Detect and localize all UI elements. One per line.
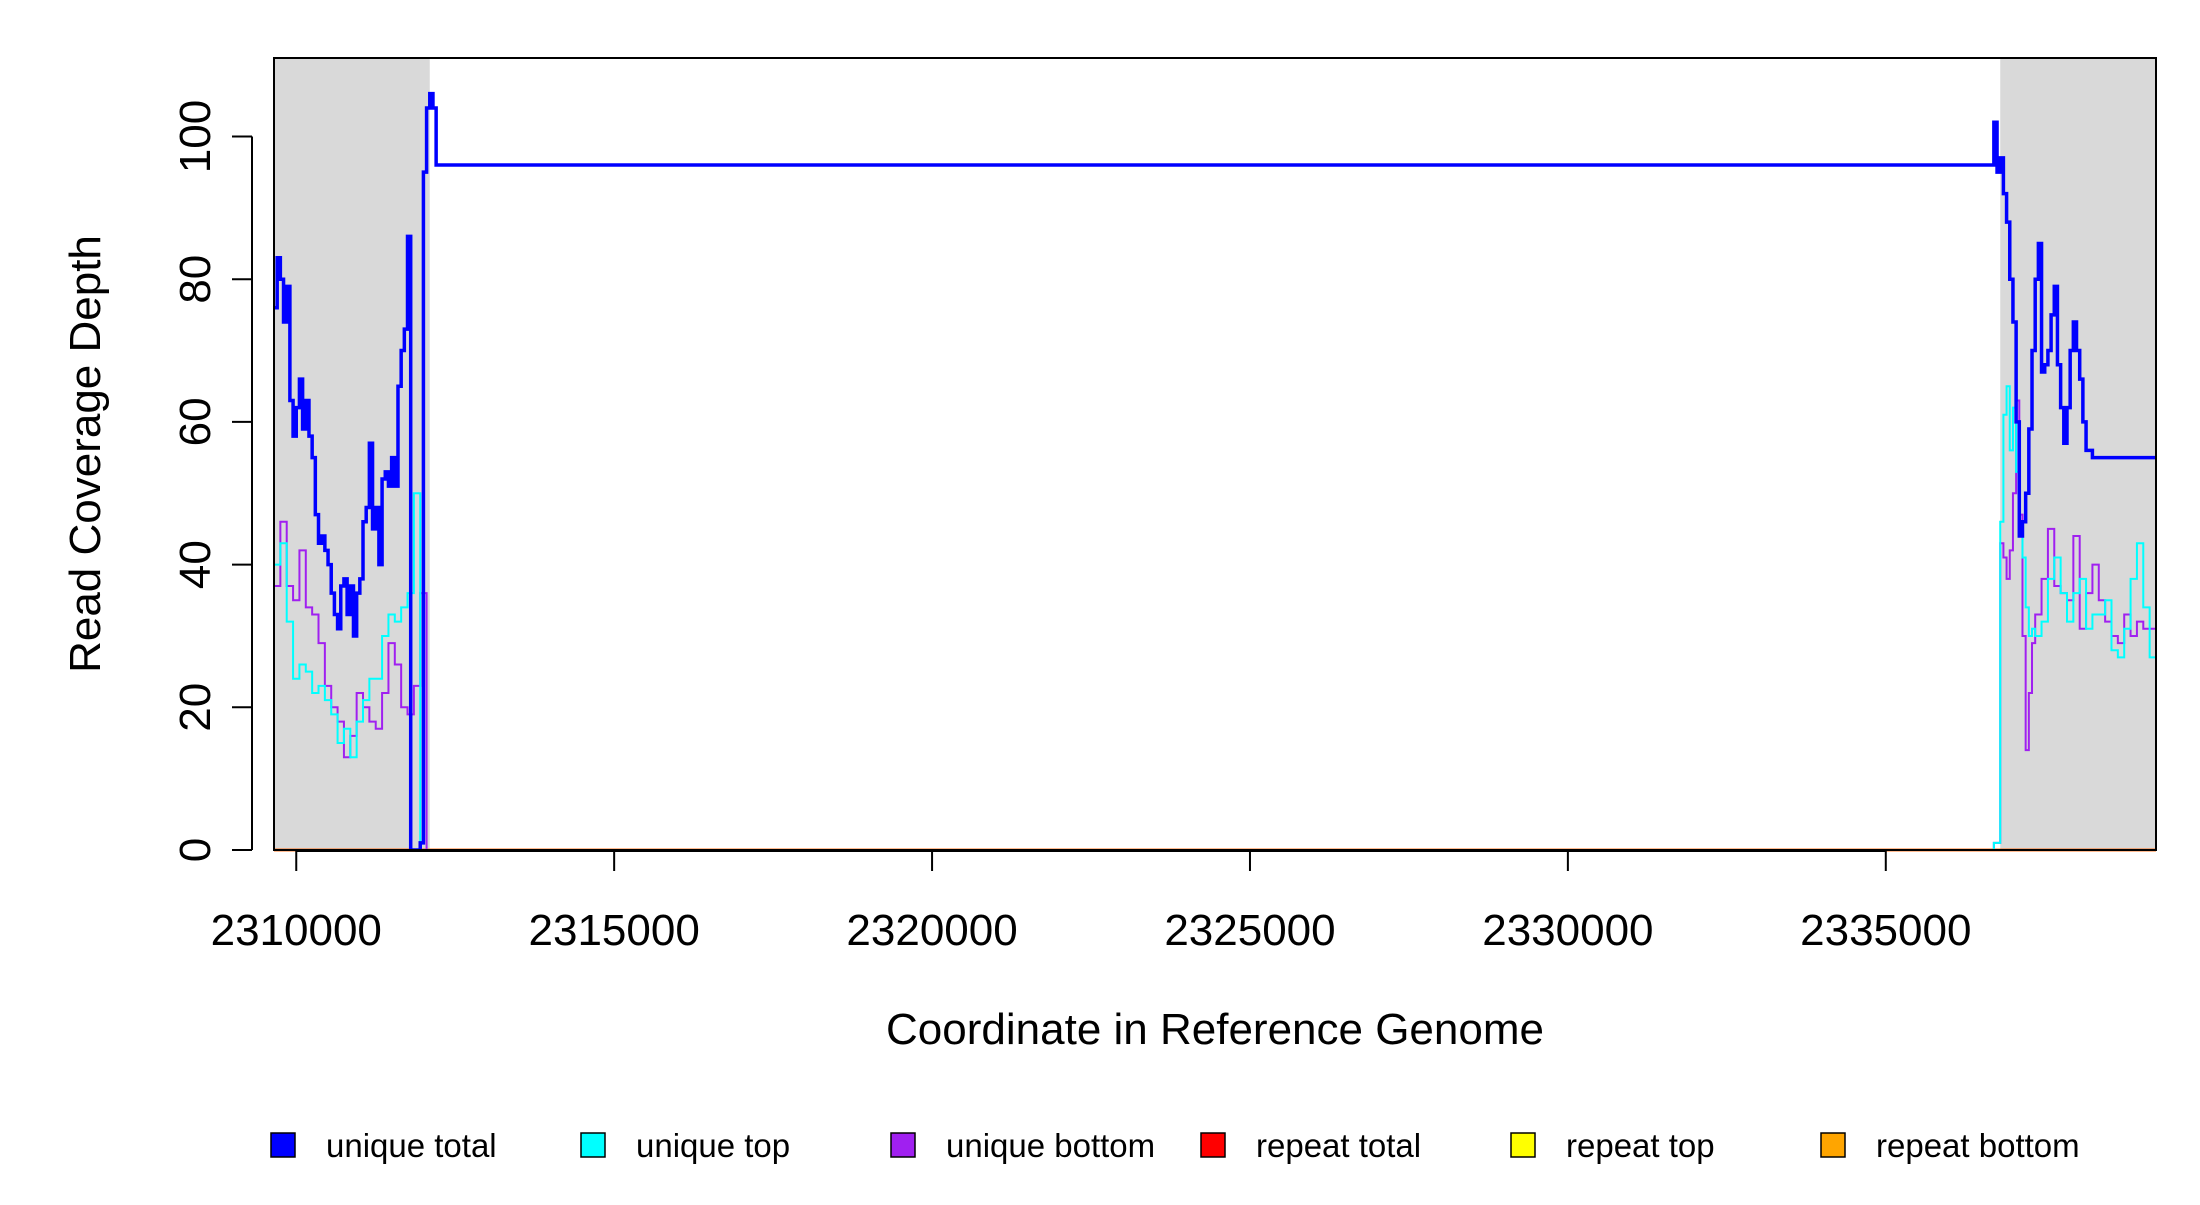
- x-axis: 2310000 2315000 2320000 2325000 2330000 23350…: [211, 850, 1971, 955]
- x-tick-label: 2330000: [1482, 906, 1653, 955]
- series-line-unique-top: [274, 385, 2157, 851]
- legend-label-repeat-total: repeat total: [1256, 1127, 1421, 1164]
- legend-swatch-unique-top: [580, 1132, 606, 1158]
- series-line-unique-bottom: [274, 399, 2157, 851]
- y-axis-title: Read Coverage Depth: [61, 235, 110, 673]
- x-tick-label: 2335000: [1800, 906, 1971, 955]
- y-tick-label: 80: [171, 255, 220, 304]
- shaded-region-1: [274, 58, 430, 850]
- shaded-regions: [274, 58, 2156, 850]
- legend-swatch-repeat-top: [1510, 1132, 1536, 1158]
- legend-label-repeat-bottom: repeat bottom: [1876, 1127, 2080, 1164]
- y-tick-label: 0: [171, 838, 220, 862]
- shaded-region-2: [2000, 58, 2156, 850]
- x-tick-label: 2315000: [529, 906, 700, 955]
- legend-swatch-unique-bottom: [890, 1132, 916, 1158]
- y-axis: 0 20 40 60 80 100: [171, 100, 253, 862]
- series-lines: [274, 91, 2157, 852]
- legend: unique total unique top unique bottom repea…: [270, 1127, 2080, 1164]
- legend-label-unique-total: unique total: [326, 1127, 497, 1164]
- legend-swatch-unique-total: [270, 1132, 296, 1158]
- plot-frame: [273, 57, 2157, 851]
- legend-label-unique-top: unique top: [636, 1127, 790, 1164]
- legend-label-unique-bottom: unique bottom: [946, 1127, 1155, 1164]
- x-tick-label: 2310000: [211, 906, 382, 955]
- y-tick-label: 40: [171, 540, 220, 589]
- legend-swatch-repeat-bottom: [1820, 1132, 1846, 1158]
- x-tick-label: 2320000: [846, 906, 1017, 955]
- y-tick-label: 60: [171, 397, 220, 446]
- x-axis-title: Coordinate in Reference Genome: [886, 1005, 1544, 1054]
- series-line-unique-total: [274, 91, 2156, 852]
- y-tick-label: 20: [171, 683, 220, 732]
- x-tick-label: 2325000: [1164, 906, 1335, 955]
- legend-label-repeat-top: repeat top: [1566, 1127, 1715, 1164]
- y-tick-label: 100: [171, 100, 220, 173]
- legend-swatch-repeat-total: [1200, 1132, 1226, 1158]
